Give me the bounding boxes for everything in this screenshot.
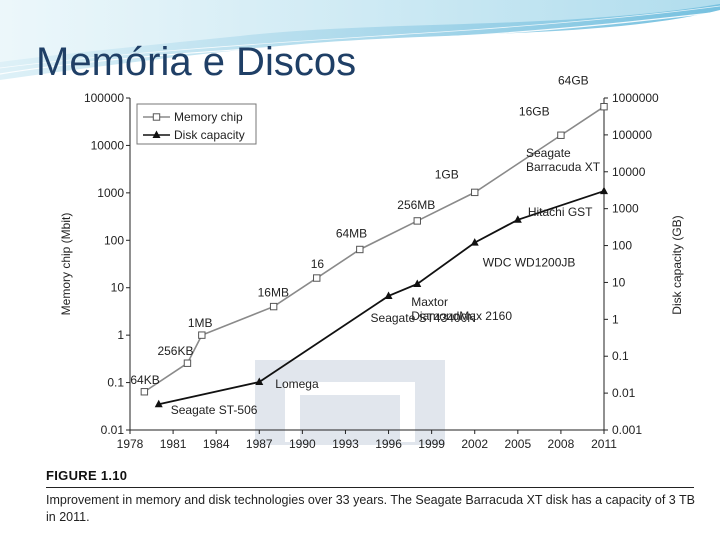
x-tick-label: 1993	[332, 437, 359, 451]
figure-label: FIGURE 1.10	[46, 468, 128, 483]
watermark-logo	[255, 360, 445, 445]
left-y-tick-label: 1000	[97, 186, 124, 200]
slide-title: Memória e Discos	[36, 40, 357, 84]
memory-chip-point-label: 1GB	[435, 167, 459, 181]
header-wave-decoration	[0, 0, 720, 80]
right-y-tick-label: 10	[612, 275, 626, 289]
disk-capacity-point-label-line: WDC WD1200JB	[483, 256, 576, 270]
memory-chip-point-label: 16	[311, 257, 325, 271]
disk-capacity-point-label-line: Barracuda XT	[526, 160, 601, 174]
disk-capacity-marker	[255, 377, 264, 386]
legend-entry-label: Disk capacity	[174, 128, 245, 142]
legend-entry-label: Memory chip	[174, 110, 243, 124]
right-y-tick-label: 100	[612, 239, 632, 253]
memory-chip-marker	[600, 103, 608, 111]
memory-chip-marker	[356, 245, 364, 254]
left-y-axis-label: Memory chip (Mbit)	[59, 213, 73, 316]
disk-capacity-marker	[154, 399, 163, 408]
disk-capacity-point-label: Seagate ST43400N	[371, 311, 476, 325]
disk-capacity-point-label-line: Seagate ST43400N	[371, 311, 476, 325]
disk-capacity-marker	[384, 291, 393, 299]
x-tick-label: 1987	[246, 437, 273, 451]
right-y-tick-label: 1000000	[612, 91, 659, 105]
disk-capacity-marker	[600, 186, 608, 195]
memory-chip-marker	[413, 217, 421, 225]
memory-chip-point-label-line: 16GB	[519, 104, 550, 118]
right-y-tick-label: 1000	[612, 202, 639, 216]
left-y-tick-label: 100000	[84, 91, 124, 105]
left-y-tick-label: 0.1	[107, 376, 124, 390]
memory-chip-marker	[140, 388, 149, 396]
memory-chip-point-label: 1MB	[188, 316, 213, 330]
disk-capacity-point-label: Seagate ST-506	[171, 403, 258, 417]
disk-capacity-point-label: Hitachi GST	[528, 205, 593, 219]
right-y-tick-label: 0.1	[612, 349, 629, 363]
disk-capacity-point-label-line: DiamondMax 2160	[411, 309, 512, 323]
memory-chip-point-label: 64MB	[336, 226, 367, 240]
x-tick-label: 2005	[504, 437, 531, 451]
figure-caption: Improvement in memory and disk technolog…	[46, 493, 695, 524]
memory-chip-point-label: 64GB	[558, 74, 589, 88]
x-tick-label: 1999	[418, 437, 445, 451]
disk-capacity-marker	[470, 238, 479, 246]
disk-capacity-marker	[513, 215, 522, 223]
memory-chip-line	[143, 106, 605, 393]
disk-capacity-point-label: Lomega	[275, 377, 319, 391]
right-y-tick-label: 0.001	[612, 423, 642, 437]
disk-capacity-point-label-line: Seagate	[526, 146, 571, 160]
x-tick-label: 1978	[117, 437, 144, 451]
right-y-tick-label: 100000	[612, 128, 652, 142]
memory-chip-point-label-line: 1MB	[188, 316, 213, 330]
memory-chip-point-label-line: 64KB	[130, 373, 159, 387]
memory-chip-point-label: 64KB	[130, 373, 159, 387]
disk-capacity-point-label: WDC WD1200JB	[483, 256, 576, 270]
memory-chip-marker	[557, 131, 565, 139]
disk-capacity-point-label-line: Seagate ST-506	[171, 403, 258, 417]
disk-capacity-point-label: Maxtor DiamondMax 2160	[411, 295, 512, 323]
memory-chip-point-label: 16GB	[519, 104, 550, 118]
memory-chip-point-label: 256KB	[157, 344, 193, 358]
memory-chip-point-label-line: 1GB	[435, 167, 459, 181]
memory-chip-point-label: 16MB	[258, 286, 289, 300]
disk-capacity-point-label-line: Hitachi GST	[528, 205, 593, 219]
memory-chip-marker	[471, 188, 479, 197]
left-y-tick-label: 1	[117, 328, 124, 342]
left-y-tick-label: 10	[111, 281, 125, 295]
memory-chip-point-label-line: 64MB	[336, 226, 367, 240]
x-tick-label: 2011	[591, 437, 617, 451]
x-tick-label: 1984	[203, 437, 230, 451]
memory-chip-point-label-line: 256KB	[157, 344, 193, 358]
right-y-tick-label: 0.01	[612, 386, 636, 400]
memory-chip-point-label-line: 16	[311, 257, 325, 271]
caption-divider	[46, 487, 694, 488]
memory-chip-marker	[313, 274, 321, 282]
x-tick-label: 1996	[375, 437, 402, 451]
left-y-tick-label: 100	[104, 233, 124, 247]
x-tick-label: 1990	[289, 437, 316, 451]
legend-square-marker	[152, 113, 161, 121]
memory-chip-point-label-line: 16MB	[258, 286, 289, 300]
x-tick-label: 2002	[461, 437, 488, 451]
disk-capacity-point-label: Seagate Barracuda XT	[526, 146, 601, 174]
legend-triangle-marker	[152, 130, 161, 138]
left-y-tick-label: 10000	[91, 138, 125, 152]
disk-capacity-marker	[413, 279, 422, 287]
right-y-axis-label: Disk capacity (GB)	[670, 215, 684, 314]
memory-chip-point-label-line: 256MB	[397, 198, 435, 212]
disk-capacity-point-label-line: Maxtor	[411, 295, 448, 309]
right-y-tick-label: 10000	[612, 165, 646, 179]
memory-chip-point-label-line: 64GB	[558, 74, 589, 88]
left-y-tick-label: 0.01	[101, 423, 125, 437]
x-tick-label: 1981	[160, 437, 187, 451]
x-tick-label: 2008	[548, 437, 575, 451]
right-y-tick-label: 1	[612, 312, 619, 326]
memory-chip-marker	[269, 302, 278, 311]
memory-chip-marker	[198, 331, 206, 339]
memory-chip-point-label: 256MB	[397, 198, 435, 212]
disk-capacity-point-label-line: Lomega	[275, 377, 319, 391]
memory-chip-marker	[183, 359, 192, 367]
